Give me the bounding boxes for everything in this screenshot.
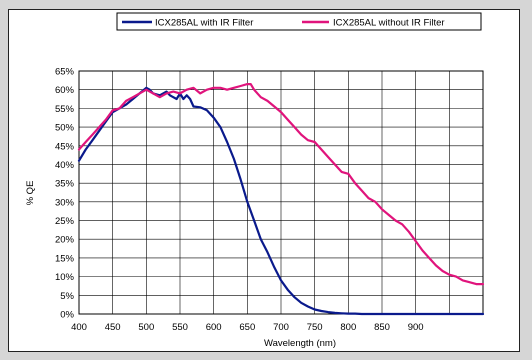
x-tick-label: 400 <box>71 322 87 333</box>
y-tick-label: 65% <box>55 67 75 78</box>
legend: ICX285AL with IR Filter ICX285AL without… <box>116 12 482 31</box>
y-axis-title: % QE <box>25 181 36 206</box>
x-axis-ticks: 400 450 500 550 600 650 700 750 800 850 900 <box>71 322 424 333</box>
x-tick-label: 900 <box>408 322 424 333</box>
grid <box>79 71 483 314</box>
y-axis-ticks: 0% 5% 10% 15% 20% 25% 30% 35% 40% 45% 50% 55% 60% 65% <box>55 67 75 321</box>
x-tick-label: 800 <box>340 322 356 333</box>
x-tick-label: 550 <box>172 322 188 333</box>
y-tick-label: 60% <box>55 85 75 96</box>
chart-panel: ICX285AL with IR Filter ICX285AL without… <box>8 9 520 352</box>
x-tick-label: 450 <box>105 322 121 333</box>
legend-box <box>116 12 482 31</box>
series-line-1 <box>77 82 485 286</box>
y-tick-label: 55% <box>55 104 75 115</box>
x-tick-label: 700 <box>273 322 289 333</box>
x-tick-label: 650 <box>239 322 255 333</box>
y-tick-label: 20% <box>55 235 75 246</box>
y-tick-label: 30% <box>55 197 75 208</box>
y-tick-label: 15% <box>55 253 75 264</box>
y-tick-label: 0% <box>60 310 74 321</box>
qe-chart: ICX285AL with IR Filter ICX285AL without… <box>25 12 485 349</box>
y-tick-label: 25% <box>55 216 75 227</box>
y-tick-label: 50% <box>55 123 75 134</box>
y-tick-label: 40% <box>55 160 75 171</box>
legend-label-series-1: ICX285AL without IR Filter <box>333 18 445 29</box>
x-tick-label: 600 <box>206 322 222 333</box>
series-layer <box>77 82 485 316</box>
x-tick-label: 500 <box>138 322 154 333</box>
y-tick-label: 35% <box>55 179 75 190</box>
x-axis-title: Wavelength (nm) <box>264 338 336 349</box>
legend-label-series-0: ICX285AL with IR Filter <box>155 18 253 29</box>
y-tick-label: 10% <box>55 272 75 283</box>
x-tick-label: 750 <box>307 322 323 333</box>
y-tick-label: 45% <box>55 141 75 152</box>
x-tick-label: 850 <box>374 322 390 333</box>
y-tick-label: 5% <box>60 291 74 302</box>
